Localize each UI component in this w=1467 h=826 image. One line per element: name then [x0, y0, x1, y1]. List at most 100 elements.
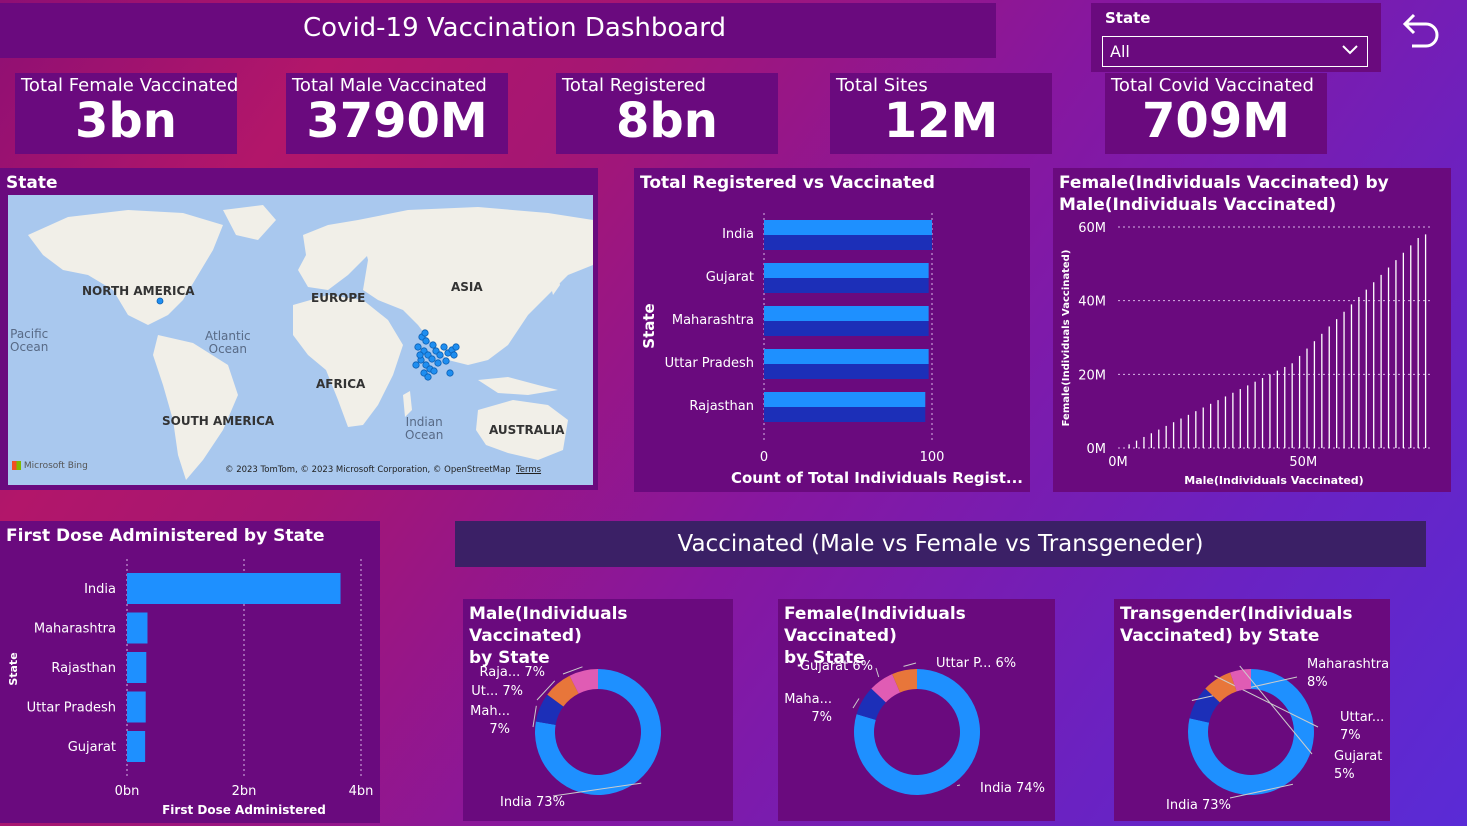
- kpi-value: 8bn: [616, 93, 718, 149]
- label-leader: [1214, 675, 1319, 728]
- bar: [764, 306, 929, 321]
- map-marker: [156, 297, 164, 305]
- y-tick-label: India: [722, 227, 754, 242]
- y-tick-label: 20M: [1078, 368, 1106, 383]
- registered-vs-vaccinated-panel: Total Registered vs Vaccinated India Guja…: [634, 168, 1030, 492]
- x-tick-label: 0bn: [115, 784, 140, 799]
- y-tick-label: Maharashtra: [672, 313, 754, 328]
- map-ocean-indian: Indian Ocean: [405, 415, 444, 442]
- map-label-asia: ASIA: [451, 280, 483, 294]
- registered-vs-vaccinated-chart: India Gujarat Maharashtra Uttar Pradesh Raja…: [640, 213, 1023, 487]
- land-south-america: [153, 335, 238, 480]
- map-label-europe: EUROPE: [311, 291, 366, 305]
- male-by-state-panel: Male(Individuals Vaccinated) by State In…: [463, 599, 733, 821]
- map-ocean-atlantic: Atlantic Ocean: [205, 329, 251, 356]
- donut-slice: [1188, 669, 1314, 795]
- label-leader: [536, 680, 556, 701]
- donut-slice: [856, 688, 886, 720]
- transgender-by-state-panel: Transgender(Individuals Vaccinated) by S…: [1114, 599, 1390, 821]
- x-axis-title: Count of Total Individuals Regist...: [731, 469, 1023, 487]
- back-button[interactable]: [1396, 10, 1442, 56]
- kpi-label: Total Female Vaccinated: [21, 75, 239, 96]
- map-label-australia: AUSTRALIA: [489, 423, 565, 437]
- map-label-africa: AFRICA: [316, 377, 366, 391]
- slice-label: Uttar P... 6%: [936, 656, 1016, 671]
- slice-label: 7%: [1340, 728, 1361, 743]
- map-marker: [442, 357, 450, 365]
- donut-slice: [569, 669, 598, 694]
- donut-slice: [1189, 688, 1220, 723]
- slice-label: 7%: [811, 710, 832, 725]
- map-marker: [412, 361, 420, 369]
- slice-label: 7%: [489, 722, 510, 737]
- map-label-south-america: SOUTH AMERICA: [162, 414, 275, 428]
- slice-label: Raja... 7%: [480, 665, 545, 680]
- bar: [127, 731, 146, 762]
- map-ocean-pacific: Pacific Ocean: [10, 327, 49, 354]
- state-dropdown[interactable]: All: [1102, 36, 1368, 67]
- land-japan: [548, 267, 560, 295]
- male-by-state-title: Male(Individuals Vaccinated) by State: [469, 604, 628, 668]
- map-marker: [422, 337, 430, 345]
- label-leader: [532, 705, 537, 728]
- female-by-state-donut: India 74% Maha... 7% Gujarat 6% Uttar P... 6…: [784, 656, 1045, 796]
- bar: [127, 652, 147, 683]
- kpi-card-male: Total Male Vaccinated 3790M: [286, 73, 508, 154]
- label-leader: [903, 662, 917, 667]
- map-marker: [416, 351, 424, 359]
- state-slicer-label: State: [1105, 9, 1151, 27]
- y-tick-label: Maharashtra: [34, 622, 116, 637]
- y-tick-label: 0M: [1087, 442, 1107, 457]
- kpi-value: 3790M: [306, 93, 488, 149]
- slice-label: Uttar...: [1340, 710, 1384, 725]
- x-axis-title: Male(Individuals Vaccinated): [1184, 474, 1363, 487]
- label-leader: [875, 667, 880, 678]
- y-axis-title: State: [7, 652, 20, 685]
- first-dose-title: First Dose Administered by State: [6, 526, 325, 546]
- female-by-state-title: Female(Individuals Vaccinated) by State: [784, 604, 966, 668]
- female-by-male-title: Female(Individuals Vaccinated) by Male(I…: [1059, 173, 1389, 215]
- x-axis-title: First Dose Administered: [162, 803, 326, 817]
- y-tick-label: Rajasthan: [689, 399, 754, 414]
- kpi-card-sites: Total Sites 12M: [830, 73, 1052, 154]
- kpi-label: Total Sites: [836, 75, 928, 96]
- slice-label: Gujarat 6%: [800, 659, 873, 674]
- label-leader: [852, 698, 860, 709]
- map-marker: [428, 355, 436, 363]
- map-marker: [434, 359, 442, 367]
- kpi-label: Total Covid Vaccinated: [1111, 75, 1314, 96]
- slice-label: Ut... 7%: [471, 684, 523, 699]
- kpi-value: 709M: [1142, 93, 1290, 149]
- bar: [764, 392, 926, 407]
- x-tick-label: 2bn: [232, 784, 257, 799]
- slice-label: 5%: [1334, 767, 1355, 782]
- land-greenland: [223, 205, 276, 240]
- section-banner-title: Vaccinated (Male vs Female vs Transgened…: [677, 531, 1204, 557]
- land-north-america: [28, 210, 223, 325]
- kpi-label: Total Male Vaccinated: [292, 75, 487, 96]
- y-tick-label: 60M: [1078, 221, 1106, 236]
- land-madagascar: [403, 391, 412, 417]
- female-by-state-panel: Female(Individuals Vaccinated) by State …: [778, 599, 1055, 821]
- transgender-by-state-donut: India 73% Maharashtra 8% Uttar... 7% Gujarat 5…: [1166, 657, 1389, 813]
- slice-label: Mah...: [470, 704, 510, 719]
- y-tick-label: Uttar Pradesh: [27, 701, 116, 716]
- state-slicer: State All: [1091, 3, 1381, 72]
- map-copyright: © 2023 TomTom, © 2023 Microsoft Corporat…: [225, 465, 542, 475]
- bar: [764, 235, 932, 250]
- donut-slice: [854, 669, 980, 795]
- map-terms-link[interactable]: Terms: [516, 465, 542, 475]
- bar: [764, 349, 929, 364]
- india-markers-cluster: [412, 329, 460, 381]
- donut-slice: [1205, 672, 1237, 703]
- map-marker: [446, 369, 454, 377]
- world-map[interactable]: NORTH AMERICA EUROPE ASIA AFRICA SOUTH A…: [8, 195, 593, 485]
- map-marker: [436, 351, 444, 359]
- kpi-card-covid-vaccinated: Total Covid Vaccinated 709M: [1105, 73, 1327, 154]
- y-tick-label: Gujarat: [706, 270, 754, 285]
- label-leader: [1229, 783, 1294, 799]
- land-africa: [293, 295, 403, 427]
- kpi-card-registered: Total Registered 8bn: [556, 73, 778, 154]
- label-leader: [552, 782, 642, 797]
- transgender-by-state-title: Transgender(Individuals Vaccinated) by S…: [1120, 604, 1353, 646]
